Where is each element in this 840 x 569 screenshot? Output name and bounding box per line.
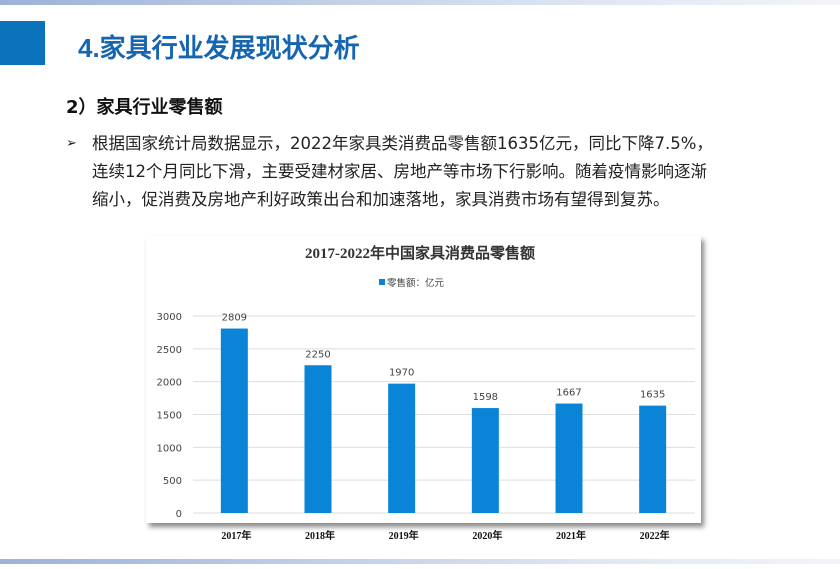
x-tick-label: 2018年	[305, 529, 335, 542]
data-label: 2809	[222, 313, 247, 324]
bar	[220, 328, 248, 513]
legend-swatch	[379, 279, 385, 285]
bar	[555, 403, 583, 513]
data-label: 1598	[473, 392, 498, 403]
y-tick-label: 1000	[157, 443, 182, 454]
y-tick-label: 2500	[157, 345, 182, 356]
bullet-line: 连续12个月同比下滑，主要受建材家居、房地产等市场下行影响。随着疫情影响逐渐	[92, 162, 707, 181]
x-tick-label: 2020年	[472, 529, 502, 542]
data-label: 1970	[389, 368, 414, 379]
bullet-paragraph: ➢ 根据国家统计局数据显示，2022年家具类消费品零售额1635亿元，同比下降7…	[66, 130, 806, 214]
section-subtitle: 2）家具行业零售额	[66, 97, 223, 118]
title-accent-block	[0, 21, 45, 65]
y-tick-label: 3000	[157, 312, 182, 323]
x-tick-label: 2017年	[221, 529, 251, 542]
page-title: 4.家具行业发展现状分析	[78, 33, 360, 63]
legend-label: 零售额：亿元	[387, 277, 445, 289]
x-tick-label: 2022年	[640, 529, 670, 542]
bullet-line: 缩小，促消费及房地产利好政策出台和加速落地，家具消费市场有望得到复苏。	[92, 190, 670, 209]
bottom-decor-bar	[0, 559, 840, 564]
bar	[639, 405, 667, 513]
y-tick-label: 1500	[157, 411, 182, 422]
data-label: 2250	[305, 349, 330, 360]
x-tick-label: 2019年	[389, 529, 419, 542]
bar	[388, 383, 416, 513]
bullet-line: 根据国家统计局数据显示，2022年家具类消费品零售额1635亿元，同比下降7.5…	[92, 134, 713, 153]
bar	[471, 408, 499, 513]
y-tick-label: 500	[163, 476, 182, 487]
y-tick-label: 0	[176, 509, 182, 520]
data-label: 1635	[640, 390, 665, 401]
chart-title: 2017-2022年中国家具消费品零售额	[305, 244, 535, 262]
arrow-bullet-icon: ➢	[66, 136, 77, 151]
x-tick-label: 2021年	[556, 529, 586, 542]
top-decor-bar	[0, 0, 840, 5]
y-tick-label: 2000	[157, 378, 182, 389]
data-label: 1667	[556, 388, 581, 399]
bar	[304, 365, 332, 513]
